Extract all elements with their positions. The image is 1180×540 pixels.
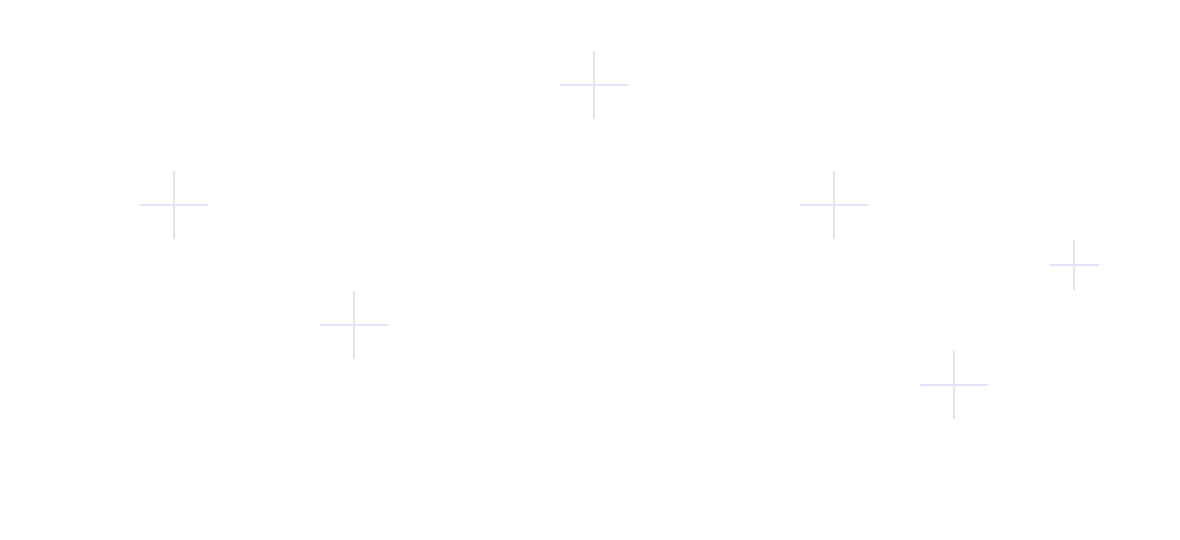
plus-icon xyxy=(1049,240,1099,290)
plus-icon xyxy=(560,51,628,119)
plus-icon xyxy=(140,171,208,239)
plus-icon xyxy=(800,171,868,239)
plus-icon xyxy=(920,351,988,419)
plus-icon xyxy=(320,291,388,359)
